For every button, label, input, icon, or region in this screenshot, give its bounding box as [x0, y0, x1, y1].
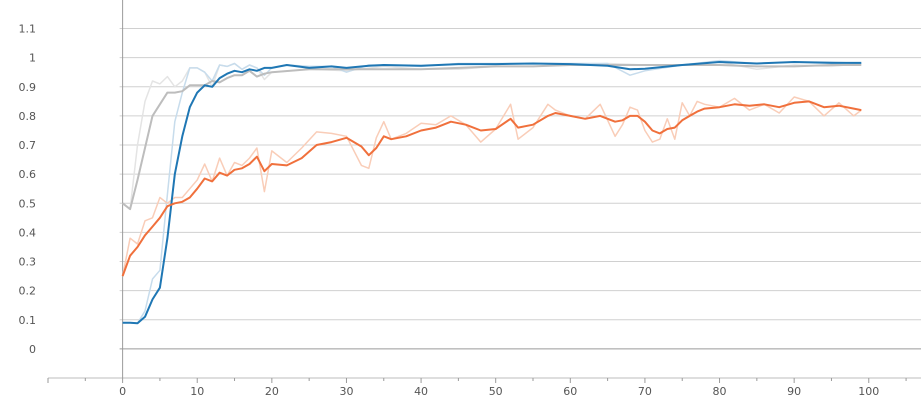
x-tick-label: 0 [119, 385, 126, 398]
y-tick-label: 0.4 [19, 226, 37, 239]
x-tick-label: 80 [713, 385, 727, 398]
series-0-smoothed-line [121, 64, 862, 211]
y-tick-label: 0.3 [19, 256, 37, 269]
series-0-raw-line [122, 61, 862, 210]
x-tick-label: 20 [265, 385, 279, 398]
x-tick-label: 60 [563, 385, 577, 398]
grid [119, 28, 921, 350]
raw-series [121, 59, 862, 325]
x-tick-label: 50 [489, 385, 503, 398]
y-tick-label: 0.2 [19, 285, 37, 298]
x-tick-label: 10 [190, 385, 204, 398]
series-1-smoothed-line [122, 61, 862, 325]
x-tick-label: 30 [339, 385, 353, 398]
y-tick-label: 0.9 [19, 81, 37, 94]
series-2-smoothed-line [121, 100, 862, 277]
series-1-raw-line [122, 59, 862, 325]
axes [47, 0, 921, 383]
tick-labels: 0 0.1 0.2 0.3 0.4 0.5 0.6 0.7 0.8 0.9 1 1.1 0 10 20 30 4… [19, 23, 880, 398]
y-tick-label: 0.6 [19, 168, 37, 181]
series-2-raw-line [121, 96, 862, 277]
y-tick-label: 1 [29, 52, 36, 65]
y-tick-label: 0.5 [19, 197, 37, 210]
y-tick-label: 0 [29, 343, 36, 356]
y-tick-label: 0.7 [19, 139, 37, 152]
x-tick-label: 100 [858, 385, 879, 398]
smoothed-series [121, 61, 862, 325]
x-tick-label: 90 [787, 385, 801, 398]
y-tick-label: 1.1 [19, 23, 37, 36]
x-tick-label: 40 [414, 385, 428, 398]
y-tick-label: 0.8 [19, 110, 37, 123]
x-tick-label: 70 [638, 385, 652, 398]
y-tick-label: 0.1 [19, 314, 37, 327]
